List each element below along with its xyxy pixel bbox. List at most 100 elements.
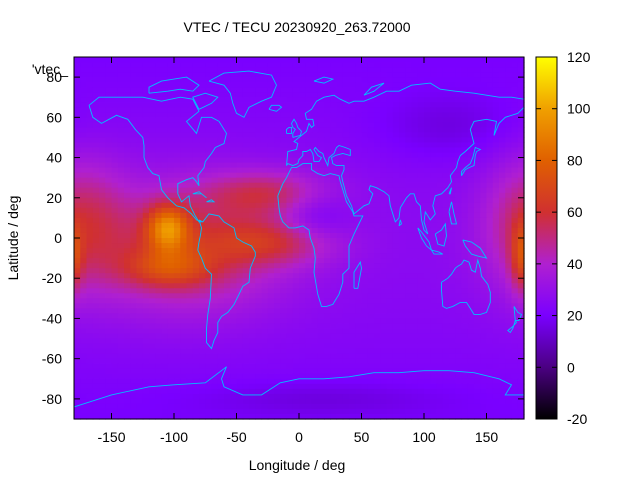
heatmap-cell bbox=[367, 152, 375, 159]
heatmap-cell bbox=[242, 162, 250, 169]
heatmap-cell bbox=[274, 217, 281, 224]
heatmap-cell bbox=[105, 353, 113, 360]
heatmap-cell bbox=[180, 207, 188, 214]
heatmap-cell bbox=[455, 87, 463, 93]
heatmap-cell bbox=[217, 263, 225, 269]
heatmap-cell bbox=[205, 293, 213, 299]
heatmap-cell bbox=[167, 358, 175, 365]
heatmap-cell bbox=[180, 212, 188, 219]
heatmap-cell bbox=[155, 258, 163, 264]
heatmap-cell bbox=[417, 378, 425, 385]
heatmap-cell bbox=[449, 333, 456, 340]
heatmap-cell bbox=[361, 72, 369, 78]
heatmap-cell bbox=[424, 127, 431, 134]
heatmap-cell bbox=[280, 323, 288, 330]
heatmap-cell bbox=[236, 72, 244, 78]
heatmap-cell bbox=[124, 283, 131, 289]
heatmap-cell bbox=[430, 187, 438, 194]
heatmap-cell bbox=[99, 62, 106, 68]
heatmap-cell bbox=[467, 152, 475, 159]
heatmap-cell bbox=[80, 87, 88, 93]
heatmap-cell bbox=[192, 353, 200, 360]
heatmap-cell bbox=[92, 137, 100, 144]
heatmap-cell bbox=[386, 87, 394, 93]
heatmap-cell bbox=[217, 67, 225, 73]
heatmap-cell bbox=[199, 102, 206, 108]
heatmap-cell bbox=[192, 253, 200, 259]
heatmap-cell bbox=[386, 358, 394, 365]
heatmap-cell bbox=[492, 212, 500, 219]
heatmap-cell bbox=[342, 92, 350, 98]
heatmap-cell bbox=[117, 308, 125, 315]
heatmap-cell bbox=[417, 137, 425, 144]
heatmap-cell bbox=[405, 328, 413, 335]
heatmap-cell bbox=[242, 122, 250, 128]
heatmap-cell bbox=[324, 378, 331, 385]
heatmap-cell bbox=[92, 338, 100, 345]
heatmap-cell bbox=[86, 328, 94, 335]
heatmap-cell bbox=[142, 132, 150, 139]
heatmap-cell bbox=[280, 227, 288, 234]
heatmap-cell bbox=[467, 298, 475, 304]
heatmap-cell bbox=[267, 87, 275, 93]
heatmap-cell bbox=[480, 232, 488, 239]
heatmap-cell bbox=[424, 172, 431, 179]
heatmap-cell bbox=[305, 293, 313, 299]
heatmap-cell bbox=[186, 363, 194, 370]
heatmap-cell bbox=[424, 222, 431, 229]
heatmap-cell bbox=[230, 328, 238, 335]
heatmap-cell bbox=[449, 298, 456, 304]
heatmap-cell bbox=[117, 112, 125, 118]
heatmap-cell bbox=[449, 157, 456, 164]
heatmap-cell bbox=[455, 232, 463, 239]
heatmap-cell bbox=[324, 152, 331, 159]
heatmap-cell bbox=[317, 82, 325, 88]
heatmap-cell bbox=[324, 92, 331, 98]
heatmap-cell bbox=[430, 67, 438, 73]
heatmap-cell bbox=[280, 177, 288, 184]
heatmap-cell bbox=[336, 338, 344, 345]
heatmap-cell bbox=[517, 323, 525, 330]
heatmap-cell bbox=[149, 283, 156, 289]
heatmap-cell bbox=[430, 167, 438, 174]
heatmap-cell bbox=[511, 102, 519, 108]
heatmap-cell bbox=[186, 97, 194, 103]
heatmap-cell bbox=[267, 248, 275, 254]
heatmap-cell bbox=[230, 217, 238, 224]
heatmap-cell bbox=[199, 263, 206, 269]
heatmap-cell bbox=[442, 248, 450, 254]
heatmap-cell bbox=[342, 293, 350, 299]
heatmap-cell bbox=[411, 353, 419, 360]
heatmap-cell bbox=[217, 97, 225, 103]
heatmap-cell bbox=[486, 348, 494, 355]
heatmap-cell bbox=[142, 172, 150, 179]
heatmap-cell bbox=[317, 313, 325, 320]
heatmap-cell bbox=[442, 202, 450, 209]
heatmap-cell bbox=[505, 127, 513, 134]
heatmap-cell bbox=[180, 323, 188, 330]
heatmap-cell bbox=[124, 112, 131, 118]
heatmap-cell bbox=[461, 263, 469, 269]
heatmap-cell bbox=[511, 278, 519, 284]
heatmap-cell bbox=[392, 222, 400, 229]
heatmap-cell bbox=[374, 313, 381, 320]
heatmap-cell bbox=[155, 398, 163, 405]
heatmap-cell bbox=[192, 112, 200, 118]
heatmap-cell bbox=[367, 258, 375, 264]
heatmap-cell bbox=[249, 298, 256, 304]
heatmap-cell bbox=[167, 328, 175, 335]
heatmap-cell bbox=[111, 308, 119, 315]
heatmap-cell bbox=[492, 348, 500, 355]
heatmap-cell bbox=[286, 202, 294, 209]
heatmap-cell bbox=[374, 288, 381, 294]
heatmap-cell bbox=[86, 232, 94, 239]
heatmap-cell bbox=[367, 62, 375, 68]
heatmap-cell bbox=[399, 132, 406, 139]
heatmap-cell bbox=[180, 177, 188, 184]
heatmap-cell bbox=[430, 318, 438, 325]
heatmap-cell bbox=[449, 132, 456, 139]
heatmap-cell bbox=[124, 137, 131, 144]
heatmap-cell bbox=[505, 197, 513, 204]
heatmap-cell bbox=[411, 227, 419, 234]
heatmap-cell bbox=[474, 152, 481, 159]
